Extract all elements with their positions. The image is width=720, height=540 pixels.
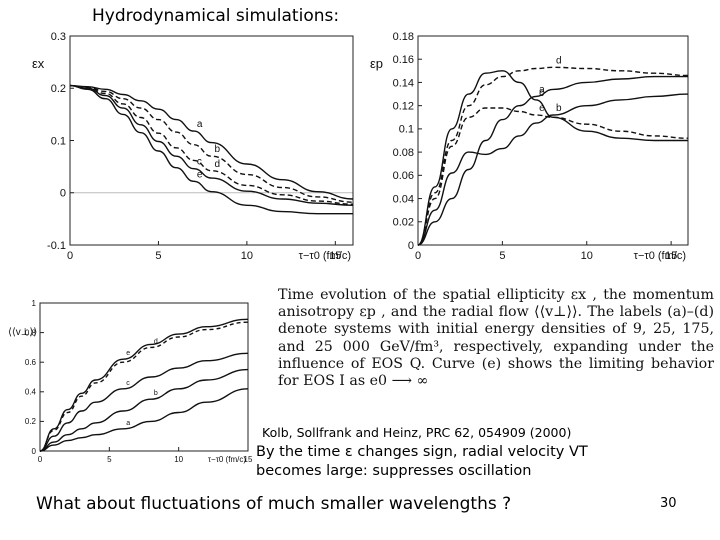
curve-label-a: a [126, 420, 130, 427]
x-tick-label: 5 [107, 455, 112, 464]
x-tick-label: 10 [174, 455, 183, 464]
x-tick-label: 5 [499, 250, 505, 262]
note-line-2: becomes large: suppresses oscillation [256, 463, 532, 479]
curve-label-c: c [126, 380, 130, 387]
y-tick-label: 0.02 [393, 217, 414, 229]
x-tick-label: 15 [665, 250, 677, 262]
y-tick-label: 0.8 [25, 328, 37, 337]
curve-label-d: d [154, 338, 158, 345]
y-tick-label: 0.06 [393, 170, 414, 182]
curve-label-b: b [556, 103, 562, 114]
x-axis-label: τ−τ0 (fm/c) [634, 250, 686, 262]
radial-flow-chart: 00.20.40.60.810 5 10 15τ−τ0 (fm/c)⟨⟨v⊥⟩⟩abc… [8, 299, 253, 464]
curve-label-b: b [215, 144, 221, 155]
y-tick-label: 0.2 [51, 83, 66, 95]
y-tick-label: 0.4 [25, 388, 37, 397]
y-tick-label: 0.1 [51, 135, 66, 147]
series-line-d [417, 66, 689, 246]
series-line-b [69, 84, 354, 203]
x-tick-label: 10 [241, 250, 253, 262]
note-text: By the time ε changes sign, radial veloc… [256, 443, 656, 481]
curve-label-c: c [197, 157, 202, 168]
note-line-1: By the time ε changes sign, radial veloc… [256, 444, 588, 460]
page-number: 30 [660, 496, 677, 511]
y-tick-label: 0 [32, 447, 37, 456]
curve-label-e: e [126, 350, 130, 357]
y-tick-label: 0.14 [393, 77, 414, 89]
curve-label-e: e [197, 169, 203, 180]
series-line-a [39, 388, 249, 452]
curve-label-d: d [215, 159, 221, 170]
series-line-a [69, 84, 354, 200]
x-tick-label: 5 [155, 250, 161, 262]
series-line-e [417, 107, 689, 246]
series-line-b [39, 368, 249, 452]
series-line-a [417, 75, 688, 246]
y-tick-label: 0.1 [399, 124, 414, 136]
series-line-d [69, 84, 354, 205]
x-tick-label: 0 [38, 455, 43, 464]
x-tick-label: 0 [415, 250, 421, 262]
curve-label-c: c [539, 88, 544, 99]
y-tick-label: 0 [408, 240, 414, 252]
x-tick-label: 0 [67, 250, 73, 262]
y-tick-label: 0.16 [393, 54, 414, 66]
y-tick-label: 0.6 [25, 358, 37, 367]
slide-title: Hydrodynamical simulations: [92, 6, 340, 26]
series-line-e [39, 318, 249, 452]
series-line-c [69, 84, 354, 206]
figure-caption: Time evolution of the spatial ellipticit… [278, 287, 714, 390]
y-axis-label: εp [370, 56, 383, 71]
y-tick-label: 0.12 [393, 101, 414, 113]
x-tick-label: 15 [329, 250, 341, 262]
series-line-b [417, 93, 689, 246]
x-tick-label: 15 [244, 455, 253, 464]
series-line-c [39, 352, 249, 452]
curve-label-d: d [556, 55, 562, 66]
citation: Kolb, Sollfrank and Heinz, PRC 62, 05490… [262, 425, 572, 440]
y-tick-label: 0.18 [393, 31, 414, 43]
x-tick-label: 10 [581, 250, 593, 262]
y-tick-label: 0.04 [393, 193, 414, 205]
x-axis-label: τ−τ0 (fm/c) [208, 455, 246, 464]
x-axis-label: τ−τ0 (fm/c) [299, 250, 351, 262]
series-line-c [417, 70, 688, 246]
plot-frame [39, 302, 249, 452]
y-axis-label: ⟨⟨v⊥⟩⟩ [8, 327, 37, 338]
curve-label-a: a [539, 84, 545, 95]
question-text: What about fluctuations of much smaller … [36, 494, 512, 514]
y-tick-label: 1 [32, 299, 37, 308]
curve-label-a: a [197, 119, 203, 130]
momentum-anisotropy-chart: 0 0.02 0.04 0.06 0.08 0.1 0.12 0.14 0.16 0.18 0 5 10… [370, 31, 689, 262]
y-tick-label: 0 [60, 188, 66, 200]
series-line-e [69, 84, 353, 215]
y-tick-label: -0.1 [47, 240, 66, 252]
curve-label-b: b [154, 390, 158, 397]
series-line-d [39, 321, 249, 452]
y-tick-label: 0.2 [25, 417, 37, 426]
y-tick-label: 0.3 [51, 31, 66, 43]
y-axis-label: εx [32, 56, 45, 71]
y-tick-label: 0.08 [393, 147, 414, 159]
curve-label-e: e [539, 103, 545, 114]
